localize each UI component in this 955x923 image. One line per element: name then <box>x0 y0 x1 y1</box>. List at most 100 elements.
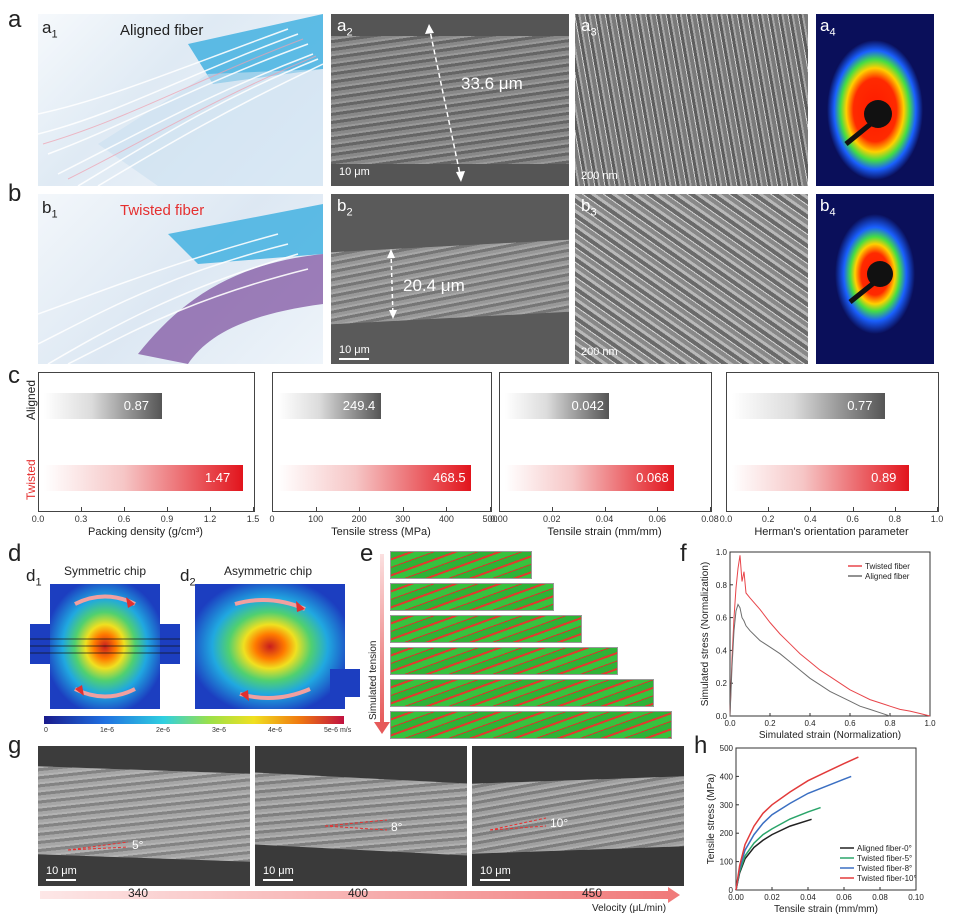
subpanel-b4-label: b4 <box>820 196 836 219</box>
twist-angle-label: 5° <box>132 838 144 852</box>
x-tick-label: 0.4 <box>804 719 816 728</box>
subpanel-a3-label: a3 <box>581 16 597 39</box>
x-tick-label: 0.00 <box>490 514 508 524</box>
aligned-diameter-label: 33.6 μm <box>461 74 523 93</box>
sem-340: 5° 10 μm <box>38 746 250 886</box>
colorbar-tick-label: 3e-6 <box>212 727 227 734</box>
x-tick-mark <box>490 507 491 511</box>
x-tick-mark <box>604 507 606 511</box>
panel-f-label: f <box>680 540 687 567</box>
subpanel-b2-label: b2 <box>337 196 353 219</box>
y-axis-title: Tensile stress (MPa) <box>706 774 717 865</box>
fiber-strand <box>390 711 672 739</box>
panel-b-label: b <box>8 180 22 207</box>
x-tick-mark <box>657 507 659 511</box>
y-tick-label: 400 <box>720 772 734 781</box>
twisted-nano-sem: b3 200 nm <box>575 194 808 364</box>
velocity-axis-label: Velocity (μL/min) <box>592 903 667 914</box>
symmetric-chip-title: Symmetric chip <box>64 564 147 578</box>
legend-label: Aligned fiber <box>865 572 910 581</box>
subpanel-a1-label: a1 <box>42 18 58 41</box>
x-tick-label: 1.0 <box>930 514 944 524</box>
nano-scale-label: 200 nm <box>581 170 618 182</box>
twisted-waxs-pattern: b4 <box>816 194 934 364</box>
y-tick-label: 0.8 <box>716 581 728 590</box>
x-tick-label: 0.2 <box>764 719 776 728</box>
twisted-fiber-title: Twisted fiber <box>120 202 205 219</box>
subpanel-d1-label: d1 <box>26 566 42 589</box>
y-tick-label: 300 <box>720 801 734 810</box>
aligned-fiber-drawing <box>38 14 323 186</box>
x-tick-mark <box>359 507 361 511</box>
x-tick-mark <box>38 507 39 511</box>
scale-label: 10 μm <box>263 865 294 877</box>
twisted-fiber-sem: b2 20.4 μm 10 μm <box>331 194 569 364</box>
subpanel-b1-label: b1 <box>42 198 58 221</box>
x-axis-title: Simulated strain (Normalization) <box>759 730 901 741</box>
twisted-bar <box>44 465 243 491</box>
series-line <box>735 775 852 891</box>
velocity-340: 340 <box>128 886 149 900</box>
bar-value-label: 0.068 <box>636 470 669 485</box>
row-label-aligned: Aligned <box>24 379 38 420</box>
x-tick-label: 0.00 <box>728 893 744 902</box>
bar-value-label: 249.4 <box>342 398 376 413</box>
tension-arrow <box>374 554 390 734</box>
x-tick-mark <box>210 507 211 511</box>
x-tick-label: 0.9 <box>160 514 174 524</box>
aligned-nano-sem: a3 200 nm <box>575 14 808 186</box>
y-tick-label: 0.6 <box>716 614 728 623</box>
x-tick-mark <box>81 507 82 511</box>
panel-a-label: a <box>8 6 22 33</box>
x-tick-label: 0.6 <box>117 514 131 524</box>
x-tick-label: 1.5 <box>246 514 260 524</box>
x-tick-label: 400 <box>438 514 454 524</box>
aligned-bar <box>278 393 381 419</box>
panel-c-label: c <box>8 362 20 389</box>
x-axis-title: Tensile strain (mm/mm) <box>774 904 878 915</box>
x-tick-label: 0.0 <box>724 719 736 728</box>
legend-label: Twisted fiber-8° <box>857 864 912 873</box>
scale-label: 10 μm <box>339 344 370 356</box>
twist-angle-marker <box>67 841 129 851</box>
twisted-fiber-illustration: b1 Twisted fiber <box>38 194 323 364</box>
series-line <box>735 806 821 891</box>
x-tick-label: 0.6 <box>844 719 856 728</box>
twist-angle-marker <box>489 817 547 831</box>
colorbar-tick-label: 4e-6 <box>268 727 283 734</box>
x-axis-title: Packing density (g/cm³) <box>88 526 203 538</box>
x-tick-label: 0.04 <box>595 514 614 524</box>
aligned-fiber-title: Aligned fiber <box>120 22 204 39</box>
y-tick-label: 200 <box>720 829 734 838</box>
x-tick-label: 0.08 <box>872 893 888 902</box>
scale-label: 10 μm <box>339 166 370 178</box>
x-tick-mark <box>402 507 404 511</box>
x-tick-mark <box>894 507 896 511</box>
panel-f-chart: 0.0 0.2 0.4 0.6 0.8 1.0 0.0 0.2 0.4 0.6 0.8 1.0 Simu… <box>700 548 936 741</box>
waxs-twisted <box>835 214 915 334</box>
panel-h-chart: 0.00 0.02 0.04 0.06 0.08 0.10 0 100 200 300 400 500… <box>706 744 924 915</box>
x-tick-label: 1.2 <box>203 514 217 524</box>
twisted-bar <box>278 465 472 491</box>
x-tick-mark <box>446 507 448 511</box>
subpanel-d2-label: d2 <box>180 566 196 589</box>
fiber-strand <box>390 583 554 611</box>
x-tick-label: 0.06 <box>836 893 852 902</box>
chip-velocity-maps <box>30 584 360 724</box>
aligned-bar <box>44 393 162 419</box>
aligned-bar <box>505 393 610 419</box>
plot-frame <box>729 551 931 717</box>
colorbar-tick-label: 2e-6 <box>156 727 171 734</box>
x-tick-mark <box>810 507 812 511</box>
y-tick-label: 0.0 <box>716 712 728 721</box>
x-tick-label: 200 <box>351 514 367 524</box>
colorbar-tick-label: 1e-6 <box>100 727 115 734</box>
x-tick-label: 0.0 <box>31 514 45 524</box>
x-tick-label: 500 <box>482 514 498 524</box>
x-tick-mark <box>315 507 317 511</box>
colorbar-tick-label: 0 <box>44 727 48 734</box>
x-tick-label: 0.08 <box>701 514 719 524</box>
x-tick-label: 0.04 <box>800 893 816 902</box>
bar-value-label: 0.89 <box>871 470 897 485</box>
series-line <box>729 603 891 717</box>
